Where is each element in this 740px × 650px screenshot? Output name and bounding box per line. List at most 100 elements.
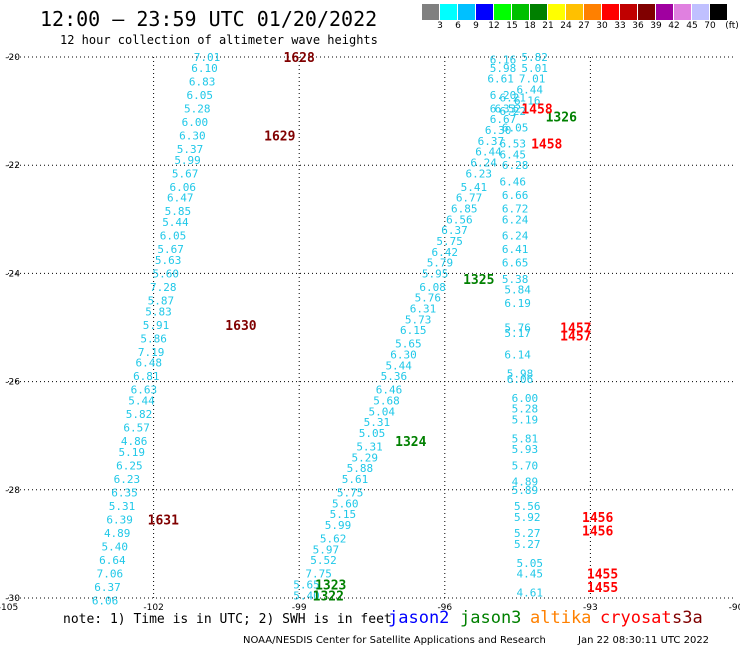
wave-height-value: 5.65 bbox=[395, 338, 422, 351]
note-text: note: 1) Time is in UTC; 2) SWH is in fe… bbox=[63, 612, 392, 627]
scale-label: 27 bbox=[578, 21, 590, 31]
wave-height-value: 5.75 bbox=[337, 487, 364, 500]
wave-height-value: 5.40 bbox=[293, 589, 320, 602]
wave-height-value: 6.19 bbox=[504, 297, 531, 310]
scale-label: 33 bbox=[614, 21, 626, 31]
wave-height-value: 4.61 bbox=[516, 587, 543, 600]
scale-swatch bbox=[710, 4, 728, 20]
x-tick-label: -93 bbox=[583, 603, 598, 613]
wave-height-value: 5.92 bbox=[514, 511, 541, 524]
wave-height-value: 6.37 bbox=[478, 135, 505, 148]
wave-height-value: 5.40 bbox=[102, 541, 129, 554]
orbit-time-label: 1326 bbox=[546, 111, 577, 126]
legend-jason3: jason3 bbox=[460, 608, 522, 628]
scale-label: 30 bbox=[596, 21, 608, 31]
wave-height-value: 5.17 bbox=[504, 327, 531, 340]
wave-height-value: 5.37 bbox=[177, 143, 204, 156]
wave-height-value: 5.27 bbox=[514, 527, 541, 540]
scale-label: 39 bbox=[650, 21, 662, 31]
wave-height-value: 6.06 bbox=[169, 181, 196, 194]
scale-label: 9 bbox=[473, 21, 479, 31]
x-tick-label: -102 bbox=[143, 603, 163, 613]
wave-height-value: 5.91 bbox=[143, 319, 170, 332]
wave-height-value: 5.61 bbox=[342, 473, 369, 486]
wave-height-value: 5.97 bbox=[313, 543, 340, 556]
wave-height-value: 5.89 bbox=[512, 484, 539, 497]
scale-swatch bbox=[602, 4, 620, 20]
wave-height-value: 5.65 bbox=[293, 578, 320, 591]
wave-height-value: 6.83 bbox=[189, 75, 216, 88]
wave-height-value: 5.70 bbox=[512, 459, 539, 472]
wave-height-value: 6.30 bbox=[485, 124, 512, 137]
wave-height-value: 6.15 bbox=[400, 324, 427, 337]
wave-height-value: 6.67 bbox=[490, 113, 517, 126]
orbit-time-label: 1455 bbox=[587, 581, 618, 596]
wave-height-value: 5.99 bbox=[174, 154, 201, 167]
wave-height-value: 7.28 bbox=[150, 281, 177, 294]
y-tick-label: -24 bbox=[5, 269, 20, 279]
scale-label: 6 bbox=[455, 21, 461, 31]
wave-height-value: 6.47 bbox=[167, 192, 194, 205]
wave-height-value: 6.44 bbox=[475, 146, 502, 159]
scale-swatch bbox=[674, 4, 692, 20]
wave-height-value: 5.31 bbox=[356, 441, 383, 454]
wave-height-value: 5.81 bbox=[512, 432, 539, 445]
x-tick-label: -90 bbox=[729, 603, 740, 613]
scale-swatch bbox=[494, 4, 512, 20]
wave-height-value: 5.28 bbox=[512, 403, 539, 416]
orbit-time-label: 1458 bbox=[521, 102, 552, 117]
wave-height-value: 5.04 bbox=[368, 405, 395, 418]
color-scale-labels: 3 6 9 12 15 18 21 24 27 30 33 36 39 42 45 70 (ft) bbox=[422, 21, 740, 35]
wave-height-value: 5.88 bbox=[347, 462, 374, 475]
wave-height-value: 5.67 bbox=[172, 167, 199, 180]
orbit-time-label: 1323 bbox=[315, 578, 346, 593]
wave-height-value: 4.89 bbox=[512, 476, 539, 489]
wave-height-value: 5.41 bbox=[461, 181, 488, 194]
wave-height-value: 5.31 bbox=[364, 416, 391, 429]
scale-swatch bbox=[584, 4, 602, 20]
y-tick-label: -28 bbox=[5, 486, 20, 496]
wave-height-value: 6.14 bbox=[504, 349, 531, 362]
wave-height-value: 5.60 bbox=[332, 497, 359, 510]
wave-height-value: 5.67 bbox=[157, 243, 184, 256]
scale-label: 21 bbox=[542, 21, 554, 31]
wave-height-value: 5.76 bbox=[415, 292, 442, 305]
wave-height-value: 6.00 bbox=[512, 392, 539, 405]
wave-height-value: 5.31 bbox=[109, 500, 136, 513]
wave-height-value: 5.38 bbox=[502, 273, 529, 286]
y-tick-label: -30 bbox=[5, 594, 20, 604]
wave-height-value: 5.29 bbox=[351, 451, 378, 464]
wave-height-value: 6.21 bbox=[499, 92, 526, 105]
wave-height-value: 6.63 bbox=[131, 384, 158, 397]
wave-height-value: 6.66 bbox=[502, 189, 529, 202]
legend-cryosat: cryosat bbox=[600, 608, 672, 628]
wave-height-value: 5.95 bbox=[422, 267, 449, 280]
scale-swatch bbox=[638, 4, 656, 20]
wave-height-value: 5.44 bbox=[162, 216, 189, 229]
orbit-time-label: 1631 bbox=[148, 514, 179, 529]
x-tick-label: -96 bbox=[437, 603, 452, 613]
scale-label: 3 bbox=[437, 21, 443, 31]
wave-height-value: 6.33 bbox=[490, 102, 517, 115]
x-tick-label: -99 bbox=[292, 603, 307, 613]
wave-height-value: 6.10 bbox=[191, 62, 218, 75]
wave-height-value: 6.05 bbox=[186, 89, 213, 102]
legend-s3a: s3a bbox=[672, 608, 703, 628]
scale-swatch bbox=[422, 4, 440, 20]
wave-height-value: 6.64 bbox=[99, 554, 126, 567]
wave-height-value: 6.46 bbox=[376, 384, 403, 397]
wave-height-value: 6.81 bbox=[133, 370, 160, 383]
orbit-time-label: 1629 bbox=[264, 129, 295, 144]
footer-credit: NOAA/NESDIS Center for Satellite Applica… bbox=[243, 635, 546, 646]
orbit-time-label: 1457 bbox=[560, 322, 591, 337]
wave-height-value: 5.36 bbox=[381, 370, 408, 383]
orbit-time-label: 1456 bbox=[582, 511, 613, 526]
wave-height-value: 4.86 bbox=[121, 435, 148, 448]
wave-height-value: 6.77 bbox=[456, 192, 483, 205]
wave-height-value: 6.45 bbox=[499, 148, 526, 161]
scale-label: 70 bbox=[704, 21, 716, 31]
wave-height-value: 5.84 bbox=[504, 284, 531, 297]
wave-height-value: 6.41 bbox=[502, 243, 529, 256]
wave-height-value: 5.62 bbox=[320, 532, 347, 545]
wave-height-value: 5.82 bbox=[126, 408, 153, 421]
